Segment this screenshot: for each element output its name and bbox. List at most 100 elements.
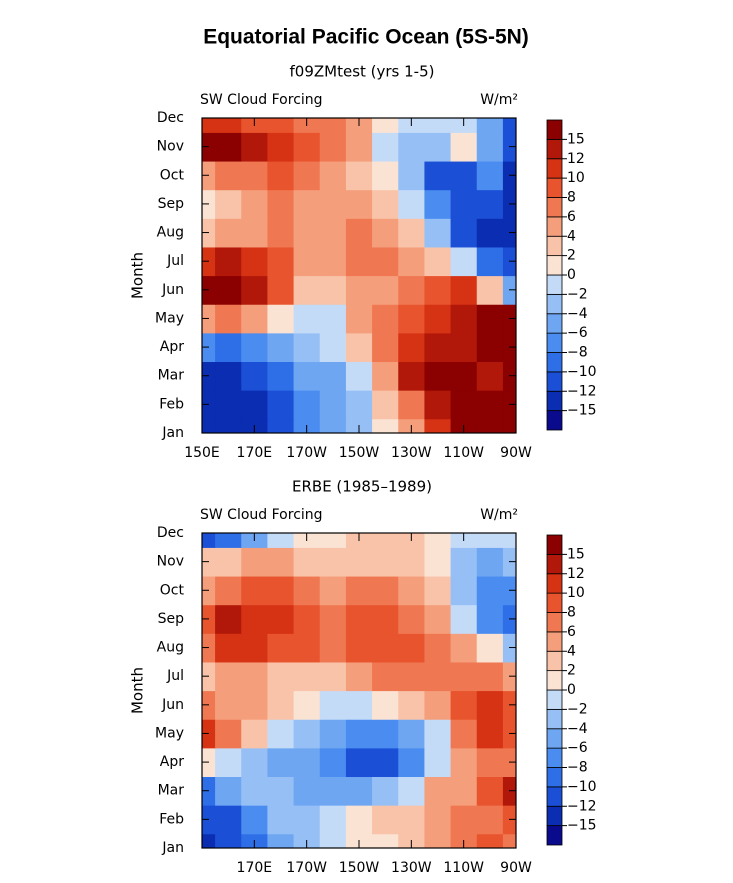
contour-cell	[398, 361, 426, 391]
colorbar-box	[546, 255, 563, 276]
colorbar-label: −4	[567, 721, 588, 737]
contour-cell	[502, 418, 516, 433]
contour-cell	[476, 533, 504, 548]
right-label: W/m²	[480, 507, 518, 523]
contour-cell	[424, 690, 452, 720]
contour-cell	[424, 189, 452, 219]
contour-cell	[319, 246, 347, 277]
contour-cell	[215, 361, 242, 391]
y-tick-label: Aug	[157, 225, 184, 241]
contour-cell	[372, 719, 399, 749]
contour-cell	[398, 218, 426, 248]
colorbar-label: 10	[567, 170, 585, 186]
contour-cell	[476, 132, 504, 162]
contour-cell	[293, 332, 321, 363]
contour-cell	[215, 604, 242, 634]
colorbar-box	[546, 728, 563, 749]
contour-cell	[424, 218, 452, 248]
contour-cell	[502, 533, 516, 548]
contour-cell	[267, 304, 295, 334]
contour-cell	[398, 805, 426, 835]
contour-cell	[267, 604, 295, 634]
left-label: SW Cloud Forcing	[200, 92, 323, 108]
contour-cell	[345, 805, 373, 835]
colorbar-label: 15	[567, 546, 585, 562]
contour-cell	[293, 661, 321, 692]
contour-cell	[319, 661, 347, 692]
contour-cell	[398, 246, 426, 277]
colorbar-box	[546, 216, 563, 237]
contour-cell	[398, 332, 426, 363]
contour-cell	[267, 661, 295, 692]
contour-cell	[398, 633, 426, 663]
y-tick-label: May	[155, 725, 184, 741]
contour-cell	[241, 246, 269, 277]
contour-cell	[319, 690, 347, 720]
colorbar-label: −12	[567, 798, 597, 814]
contour-cell	[319, 118, 347, 133]
contour-cell	[293, 361, 321, 391]
contour-cell	[215, 246, 242, 277]
contour-cell	[450, 390, 478, 420]
contour-cell	[398, 547, 426, 577]
contour-cell	[319, 418, 347, 433]
colorbar-label: −2	[567, 701, 588, 717]
colorbar-box	[546, 534, 563, 555]
contour-cell	[424, 661, 452, 692]
colorbar-box	[546, 553, 563, 575]
colorbar-label: −10	[567, 779, 597, 795]
contour-cell	[398, 189, 426, 219]
contour-cell	[319, 633, 347, 663]
contour-cell	[424, 246, 452, 277]
contour-cell	[293, 719, 321, 749]
y-tick-label: Jun	[161, 697, 184, 713]
contour-cell	[215, 661, 242, 692]
contour-cell	[319, 275, 347, 305]
contour-cell	[372, 547, 399, 577]
contour-cell	[345, 160, 373, 191]
y-tick-label: Mar	[158, 783, 185, 799]
contour-cell	[398, 575, 426, 606]
contour-cell	[372, 776, 399, 806]
contour-cell	[293, 633, 321, 663]
contour-cell	[215, 776, 242, 806]
contour-cell	[450, 246, 478, 277]
colorbar-label: −10	[567, 364, 597, 380]
contour-cell	[215, 418, 242, 433]
contour-cell	[267, 418, 295, 433]
contour-cell	[372, 132, 399, 162]
contour-cell	[424, 332, 452, 363]
contour-cell	[267, 633, 295, 663]
subtitle: f09ZMtest (yrs 1-5)	[290, 63, 435, 81]
contour-cell	[267, 390, 295, 420]
contour-cell	[215, 160, 242, 191]
colorbar-box	[546, 352, 563, 373]
contour-cell	[424, 118, 452, 133]
contour-cell	[215, 690, 242, 720]
contour-cell	[398, 747, 426, 778]
contour-cell	[345, 332, 373, 363]
contour-cell	[372, 218, 399, 248]
contour-cell	[372, 833, 399, 848]
contour-cell	[267, 575, 295, 606]
contour-cell	[319, 547, 347, 577]
contour-cell	[398, 719, 426, 749]
contour-cell	[215, 719, 242, 749]
contour-cell	[476, 304, 504, 334]
contour-cell	[424, 747, 452, 778]
contour-cell	[345, 361, 373, 391]
contour-cell	[215, 547, 242, 577]
contour-cell	[450, 304, 478, 334]
contour-cell	[345, 690, 373, 720]
colorbar-label: −8	[567, 345, 588, 361]
contour-cell	[293, 304, 321, 334]
contour-cell	[424, 776, 452, 806]
contour-cell	[398, 304, 426, 334]
x-tick-label: 90W	[500, 445, 532, 461]
contour-cell	[476, 361, 504, 391]
contour-cell	[267, 118, 295, 133]
contour-cell	[450, 575, 478, 606]
contour-cell	[241, 805, 269, 835]
contour-cell	[293, 747, 321, 778]
colorbar-box	[546, 650, 563, 672]
